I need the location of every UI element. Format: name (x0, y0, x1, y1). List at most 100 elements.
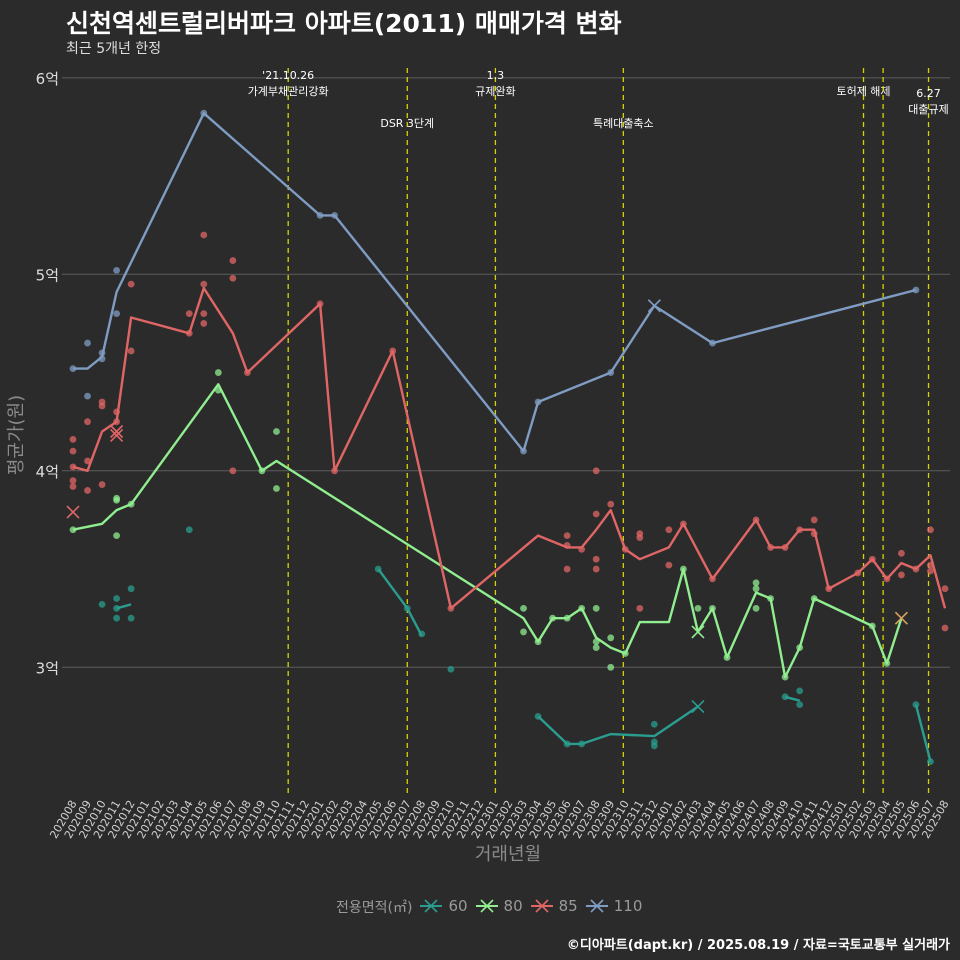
data-point-85 (69, 447, 77, 455)
data-point-60 (650, 738, 658, 746)
series-line-80 (72, 383, 903, 679)
data-point-110 (84, 392, 91, 400)
series-line-110 (73, 112, 917, 453)
legend: 전용면적(㎡) 60 80 85 110 (336, 897, 642, 917)
legend-item-60: 60 (420, 897, 468, 915)
data-point-80 (592, 604, 600, 612)
data-point-85 (127, 347, 135, 355)
data-point-80 (113, 532, 120, 540)
data-point-85 (229, 274, 237, 282)
data-point-85 (98, 481, 106, 488)
data-point-110 (912, 286, 920, 294)
data-point-80 (214, 369, 222, 376)
data-point-60 (113, 614, 120, 622)
event-label: 가계부채관리강화 (248, 85, 329, 98)
y-tick-label: 6억 (36, 70, 59, 88)
data-point-85 (127, 280, 135, 288)
legend-item-85: 85 (530, 897, 578, 915)
chart-subtitle: 최근 5개년 한정 (66, 41, 162, 57)
data-point-85 (898, 571, 905, 579)
event-label: 6.27 (916, 87, 941, 100)
data-point-85 (69, 477, 77, 485)
y-axis-title: 평균가(원) (6, 395, 27, 475)
event-label: DSR 3단계 (380, 117, 434, 130)
data-point-85 (69, 435, 77, 443)
series-line-60 (377, 568, 423, 637)
data-point-60 (447, 665, 455, 673)
x-axis-title: 거래년월 (475, 844, 541, 865)
axes: 3억4억5억6억20200820200920201020201120201220… (36, 70, 952, 841)
data-point-80 (752, 604, 760, 612)
data-point-85 (592, 555, 600, 563)
legend-label: 60 (448, 897, 468, 915)
chart-title: 신천역센트럴리버파크 아파트(2011) 매매가격 변화 (66, 9, 622, 38)
legend-item-80: 80 (475, 897, 523, 915)
data-point-60 (127, 614, 135, 622)
cancel-mark-stroke (110, 424, 124, 439)
source-caption: ©디아파트(dapt.kr) / 2025.08.19 / 자료=국토교통부 실… (566, 938, 950, 953)
data-point-85 (592, 565, 600, 573)
data-point-85 (592, 510, 600, 518)
data-point-85 (200, 231, 208, 239)
event-label: '21.10.26 (262, 69, 314, 82)
data-point-85 (941, 585, 949, 593)
data-point-110 (113, 310, 120, 318)
legend-key-icon (585, 899, 608, 913)
data-point-85 (229, 467, 237, 475)
cancel-mark-stroke (66, 505, 80, 519)
cancelled-transactions (66, 299, 908, 714)
series-line-60 (784, 695, 801, 702)
data-point-85 (563, 532, 571, 540)
data-point-85 (636, 604, 644, 612)
y-tick-label: 3억 (36, 659, 59, 677)
data-point-60 (796, 701, 804, 709)
data-point-85 (607, 500, 615, 508)
data-point-60 (796, 687, 804, 695)
data-point-85 (200, 320, 208, 327)
data-point-60 (98, 601, 106, 608)
data-point-80 (113, 494, 120, 502)
data-point-85 (927, 526, 934, 534)
data-point-85 (84, 418, 91, 426)
data-point-85 (665, 561, 673, 569)
cancel-mark-stroke (691, 700, 705, 714)
data-point-85 (200, 280, 208, 288)
data-point-85 (592, 467, 600, 475)
transaction-points (69, 109, 949, 765)
data-point-80 (273, 428, 280, 435)
cancel-mark-stroke (894, 611, 908, 625)
data-point-85 (898, 549, 905, 557)
data-point-85 (69, 483, 77, 490)
legend-key-icon (475, 899, 498, 913)
data-point-80 (607, 634, 615, 642)
data-point-85 (98, 402, 106, 410)
data-point-85 (941, 624, 949, 632)
data-point-80 (694, 604, 702, 612)
data-point-85 (563, 565, 571, 573)
data-point-80 (520, 628, 527, 636)
data-point-85 (665, 526, 673, 534)
legend-label: 85 (558, 897, 578, 915)
cancel-mark (894, 611, 908, 625)
cancel-mark-stroke (647, 299, 661, 313)
grid-lines (62, 77, 950, 668)
data-point-60 (650, 720, 658, 728)
series-lines (72, 112, 947, 762)
data-point-85 (84, 457, 91, 465)
event-label: 대출규제 (908, 103, 948, 116)
data-point-85 (810, 516, 818, 524)
data-point-85 (185, 310, 193, 318)
cancel-mark-85 (66, 505, 80, 519)
data-point-85 (84, 487, 91, 494)
cancel-mark-85 (110, 424, 124, 439)
cancel-mark-80 (691, 625, 705, 639)
data-point-60 (185, 526, 193, 534)
series-line-60 (537, 705, 699, 746)
event-label: 1.3 (487, 69, 505, 82)
event-label: 규제완화 (475, 85, 515, 98)
data-point-80 (69, 526, 77, 534)
event-label: 특례대출축소 (593, 117, 654, 130)
legend-key-icon (530, 899, 553, 913)
data-point-80 (520, 604, 527, 612)
